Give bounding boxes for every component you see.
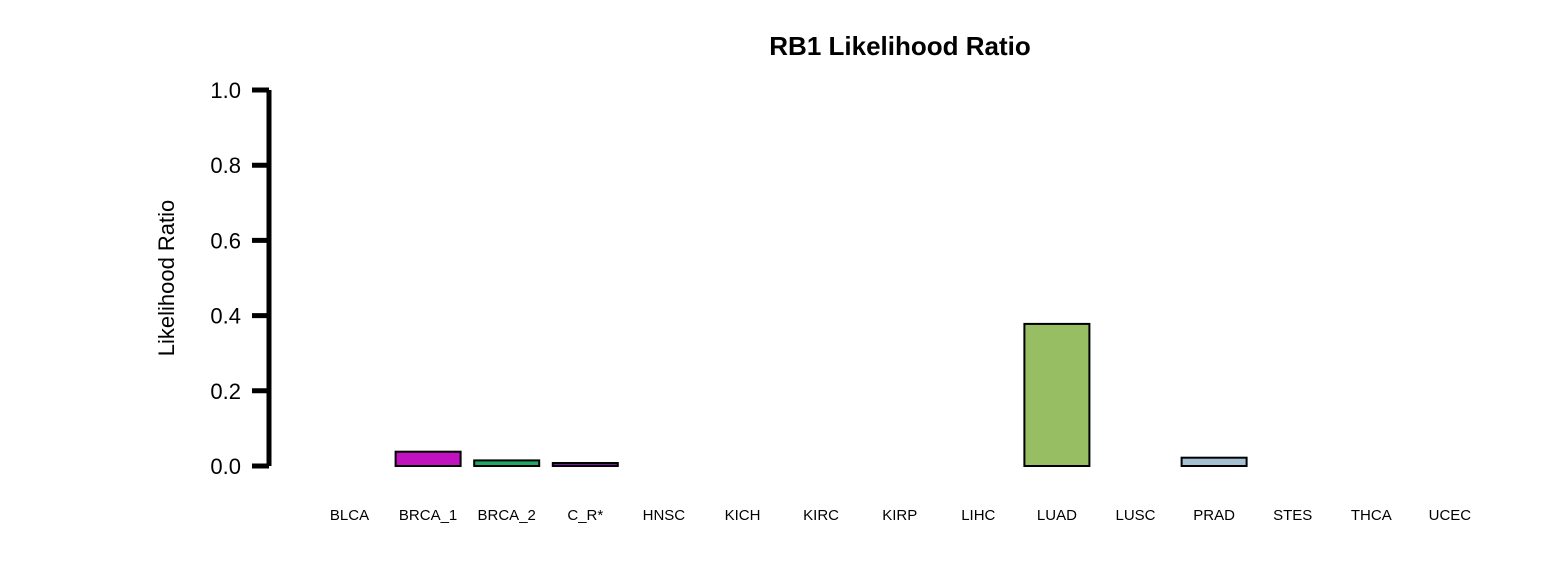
x-axis-tick-labels: BLCA BRCA_1 BRCA_2 C_R* HNSC KICH KIRC KIRP LIHC… xyxy=(330,507,1471,524)
bar-brca-2 xyxy=(473,459,541,467)
y-tick-label: 0.6 xyxy=(210,228,241,253)
x-tick-label: THCA xyxy=(1351,507,1392,524)
bars xyxy=(394,322,1248,468)
y-axis-label: Likelihood Ratio xyxy=(154,200,179,357)
y-tick-label: 1.0 xyxy=(210,78,241,103)
x-tick-label: LIHC xyxy=(961,507,995,524)
y-axis-ticks: 0.0 0.2 0.4 0.6 0.8 1.0 xyxy=(210,78,269,479)
y-tick-label: 0.8 xyxy=(210,153,241,178)
x-tick-label: LUAD xyxy=(1037,507,1077,524)
x-tick-label: PRAD xyxy=(1193,507,1235,524)
x-tick-label: BRCA_2 xyxy=(478,507,536,524)
x-tick-label: BRCA_1 xyxy=(399,507,457,524)
y-tick-label: 0.2 xyxy=(210,379,241,404)
y-tick-label: 0.0 xyxy=(210,454,241,479)
x-tick-label: STES xyxy=(1273,507,1312,524)
x-tick-label: HNSC xyxy=(643,507,686,524)
x-tick-label: KIRP xyxy=(882,507,917,524)
bar-c-r xyxy=(551,462,619,467)
y-tick-label: 0.4 xyxy=(210,304,241,329)
bar-brca-1 xyxy=(394,450,462,468)
x-tick-label: BLCA xyxy=(330,507,369,524)
x-tick-label: LUSC xyxy=(1115,507,1155,524)
x-tick-label: KIRC xyxy=(803,507,839,524)
x-tick-label: C_R* xyxy=(567,507,603,524)
x-tick-label: UCEC xyxy=(1429,507,1472,524)
x-tick-label: KICH xyxy=(725,507,761,524)
bar-prad xyxy=(1180,456,1248,468)
bar-luad xyxy=(1023,322,1091,467)
chart-title: RB1 Likelihood Ratio xyxy=(769,31,1030,61)
